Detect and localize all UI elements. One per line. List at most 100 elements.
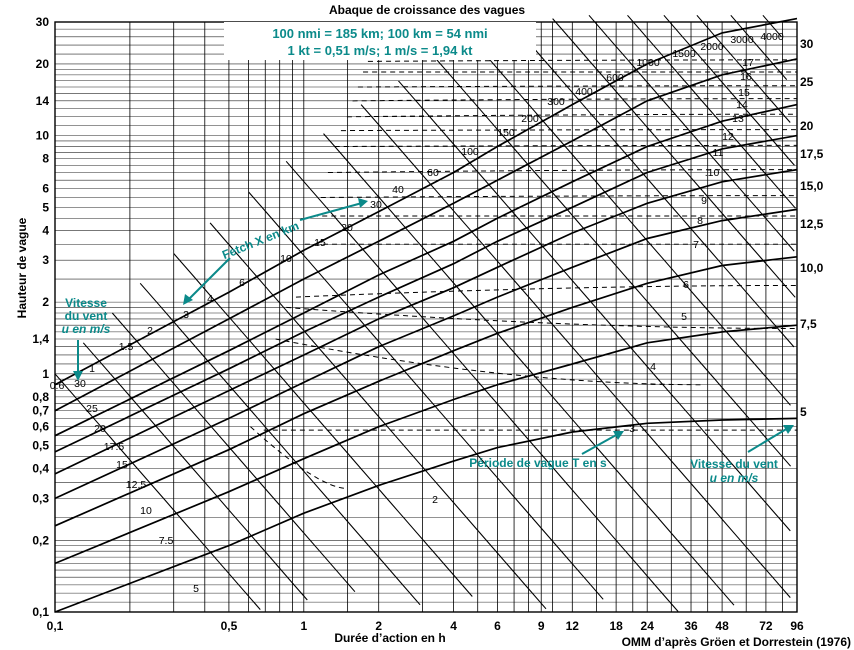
period-label: 4 (650, 361, 656, 373)
y-tick-label: 8 (42, 152, 49, 166)
period-label: .10 (705, 167, 720, 179)
y-tick-label: 2 (42, 295, 49, 309)
fetch-label: 150 (497, 127, 515, 139)
fetch-label: 3000 (730, 34, 754, 46)
wind-speed-label-left: 30 (74, 378, 86, 390)
y-tick-label: 14 (36, 94, 50, 108)
x-tick-label: 48 (715, 619, 729, 633)
wind-speed-label-right: 7,5 (800, 317, 817, 331)
period-lines (250, 59, 798, 490)
wind-speed-label-left: 17.5 (104, 441, 125, 453)
fetch-line (762, 14, 782, 38)
period-line (352, 98, 798, 102)
wind-curve (54, 58, 798, 412)
wind-speed-label-left: 25 (86, 403, 98, 415)
fetch-line (209, 222, 547, 610)
x-tick-label: 6 (494, 619, 501, 633)
fetch-line (696, 14, 791, 123)
period-label: 8 (697, 215, 703, 227)
period-line (346, 113, 798, 118)
period-label: 11 (713, 147, 724, 159)
grid-lines (54, 21, 798, 613)
wind-speed-label-right: 15,0 (800, 179, 824, 193)
fetch-label: 400 (575, 86, 593, 98)
wind-speed-label-right: 5 (800, 405, 807, 419)
y-tick-label: 4 (42, 223, 49, 237)
wind-speed-label-right: 10,0 (800, 261, 824, 275)
fetch-line (627, 14, 796, 209)
y-tick-label: 0,4 (32, 462, 49, 476)
wind-right-line-1: Vitesse du vent (690, 457, 778, 471)
period-label: 9 (701, 195, 707, 207)
fetch-label: 0.6 (50, 380, 65, 392)
wind-curve (54, 208, 798, 500)
fetch-label: 1.5 (119, 341, 134, 353)
fetch-label: 600 (606, 72, 624, 84)
y-tick-label: 30 (36, 15, 50, 29)
fetch-line (248, 191, 604, 600)
wind-speed-label-left: 10 (140, 505, 152, 517)
wind-speed-curves (54, 17, 798, 613)
wind-curve (54, 417, 798, 613)
period-label: 13 (732, 113, 744, 125)
period-line (357, 85, 798, 88)
fetch-label: 100 (461, 146, 479, 158)
x-tick-label: 24 (641, 619, 655, 633)
y-tick-label: 0,7 (32, 404, 49, 418)
wind-curve (54, 17, 798, 386)
fetch-line (397, 80, 791, 532)
wind-left-line-3: u en m/s (62, 322, 111, 336)
period-line (327, 169, 798, 174)
period-line (286, 306, 798, 329)
period-line (334, 144, 798, 148)
y-axis-label: Hauteur de vague (15, 217, 29, 318)
y-tick-label: 3 (42, 253, 49, 267)
fetch-label: 2 (147, 325, 153, 337)
period-label: 16 (740, 71, 752, 83)
y-tick-label: 0,3 (32, 491, 49, 505)
y-tick-label: 0,5 (32, 439, 49, 453)
period-annotation: Période de vague T en s (469, 431, 624, 470)
wind-right-line-2: u en m/s (710, 471, 759, 485)
x-tick-label: 36 (684, 619, 698, 633)
x-tick-label: 2 (375, 619, 382, 633)
fetch-label: 30 (370, 199, 382, 211)
y-tick-label: 1 (42, 367, 49, 381)
period-line (320, 195, 798, 198)
period-label: 12 (722, 131, 734, 143)
period-label: 5 (681, 311, 687, 323)
fetch-label: 1 (89, 363, 95, 375)
chart-title: Abaque de croissance des vagues (329, 3, 525, 17)
fetch-line (552, 18, 796, 298)
wind-speed-label-right: 12,5 (800, 217, 824, 231)
period-line (250, 426, 348, 490)
y-tick-label: 10 (36, 129, 50, 143)
wind-right-annotation: Vitesse du vent u en m/s (690, 425, 794, 485)
x-tick-label: 18 (609, 619, 623, 633)
wind-curve (54, 168, 798, 475)
fetch-label: 15 (314, 237, 326, 249)
fetch-label: 4 (207, 293, 213, 305)
wind-left-annotation: Vitesse du vent u en m/s (62, 296, 111, 381)
wind-left-line-1: Vitesse (65, 296, 107, 310)
fetch-line (513, 25, 795, 348)
period-line (275, 338, 703, 386)
x-tick-label: 9 (538, 619, 545, 633)
x-tick-label: 1 (300, 619, 307, 633)
wind-speed-label-right: 20 (800, 119, 814, 133)
fetch-line (730, 14, 788, 80)
period-label: 15 (738, 87, 750, 99)
fetch-label: 3 (183, 309, 189, 321)
fetch-label: 40 (392, 184, 404, 196)
x-tick-label: 0,5 (221, 619, 238, 633)
period-annotation-text: Période de vague T en s (469, 456, 607, 470)
fetch-line (435, 58, 792, 467)
fetch-line (323, 133, 735, 606)
fetch-label: 60 (427, 167, 439, 179)
conversion-line-1: 100 nmi = 185 km; 100 km = 54 nmi (272, 26, 487, 41)
y-tick-label: 0,8 (32, 390, 49, 404)
fetch-line (139, 282, 421, 606)
wind-speed-label-left: 20 (94, 423, 106, 435)
fetch-label: 200 (521, 113, 539, 125)
